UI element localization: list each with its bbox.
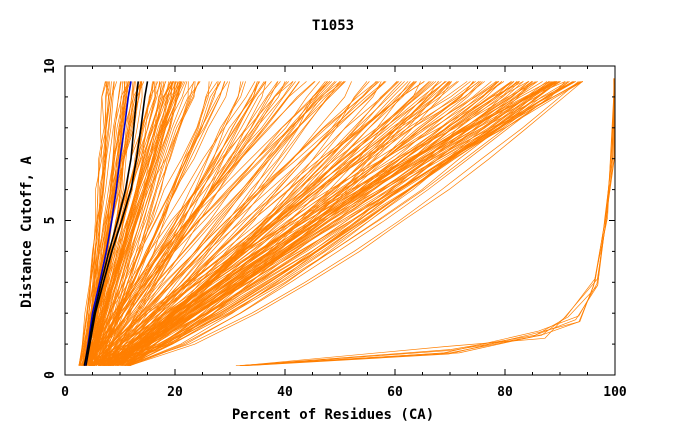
chart-title: T1053 xyxy=(312,18,354,34)
orange-series-line xyxy=(99,81,566,367)
orange-series-line xyxy=(99,81,300,366)
orange-series-line xyxy=(86,81,199,366)
orange-series-line xyxy=(92,81,499,367)
orange-series-line xyxy=(89,81,265,366)
orange-series-line xyxy=(96,81,342,366)
x-tick-label: 0 xyxy=(61,385,69,400)
orange-series-line xyxy=(88,81,272,366)
orange-series-line xyxy=(79,81,128,366)
orange-series-line xyxy=(109,81,471,366)
orange-series-line xyxy=(91,81,552,367)
orange-series-line xyxy=(118,81,583,366)
x-tick-label: 100 xyxy=(603,385,627,400)
orange-series-line xyxy=(109,81,536,367)
orange-series-line xyxy=(100,81,246,366)
orange-series-line xyxy=(101,81,213,366)
orange-series-line xyxy=(240,78,616,367)
orange-series-line xyxy=(98,81,346,366)
orange-series-line xyxy=(110,81,398,366)
orange-series-line xyxy=(106,81,329,366)
orange-series-line xyxy=(129,81,583,367)
orange-series-line xyxy=(101,81,181,366)
highlight-series-line xyxy=(84,81,132,366)
orange-series-line xyxy=(85,81,331,366)
orange-series-line xyxy=(108,81,459,366)
orange-series-line xyxy=(108,81,515,367)
orange-series-line xyxy=(81,81,307,366)
orange-series-line xyxy=(128,81,570,367)
orange-series-line xyxy=(103,81,451,366)
tick-labels: 0 20 40 60 80 100 0 5 10 xyxy=(43,58,627,400)
orange-series-line xyxy=(235,78,615,367)
orange-series-line xyxy=(104,81,485,366)
orange-series-line xyxy=(86,81,181,366)
orange-series-line xyxy=(83,81,165,366)
orange-series-line xyxy=(110,81,498,367)
orange-series-line xyxy=(89,81,156,366)
orange-series-line xyxy=(103,81,200,366)
orange-series-line xyxy=(125,81,570,367)
orange-series-line xyxy=(85,81,106,366)
orange-series-line xyxy=(86,81,222,366)
orange-series-line xyxy=(123,81,579,367)
orange-series-line xyxy=(81,81,132,366)
orange-series-line xyxy=(93,81,182,366)
y-tick-label: 10 xyxy=(43,58,58,74)
orange-series-line xyxy=(116,81,450,366)
axis-ticks xyxy=(64,65,616,376)
y-tick-label: 5 xyxy=(43,217,58,225)
x-tick-label: 60 xyxy=(387,385,403,400)
orange-series-line xyxy=(123,81,529,367)
orange-series-line xyxy=(128,81,452,367)
orange-series-line xyxy=(101,81,267,366)
orange-series-line xyxy=(119,81,543,366)
orange-series-line xyxy=(244,78,616,367)
orange-series-line xyxy=(93,81,121,366)
orange-series-line xyxy=(91,81,185,366)
orange-series-line xyxy=(93,81,171,366)
orange-series-line xyxy=(110,81,556,366)
orange-series-line xyxy=(86,81,225,366)
highlight-series-line xyxy=(83,81,139,366)
orange-series-line xyxy=(109,81,576,366)
orange-series-line xyxy=(78,81,115,366)
orange-series-line xyxy=(94,81,458,366)
orange-series-line xyxy=(99,81,411,366)
highlight-series-line xyxy=(85,81,149,366)
orange-series-line xyxy=(127,81,557,367)
orange-series-line xyxy=(125,81,483,367)
orange-series-line xyxy=(104,81,415,367)
orange-series-line xyxy=(92,81,576,367)
orange-series-line xyxy=(89,81,442,366)
orange-series-line xyxy=(124,81,439,367)
x-tick-label: 20 xyxy=(167,385,183,400)
orange-series-line xyxy=(99,81,548,366)
orange-series-line xyxy=(106,81,189,366)
orange-series-line xyxy=(118,81,500,366)
orange-series-line xyxy=(126,81,573,366)
x-tick-label: 40 xyxy=(277,385,293,400)
y-tick-label: 0 xyxy=(43,371,58,379)
orange-series-line xyxy=(89,81,154,366)
orange-series-line xyxy=(92,81,385,366)
orange-series-line xyxy=(124,81,550,366)
orange-series-line xyxy=(117,81,416,366)
orange-series-line xyxy=(90,81,434,366)
series-lines xyxy=(78,78,616,367)
orange-series-line xyxy=(84,81,320,366)
y-axis-label: Distance Cutoff, A xyxy=(19,156,35,308)
x-axis-label: Percent of Residues (CA) xyxy=(232,407,434,423)
x-tick-label: 80 xyxy=(497,385,513,400)
orange-series-line xyxy=(104,81,432,367)
orange-series-line xyxy=(102,81,242,366)
